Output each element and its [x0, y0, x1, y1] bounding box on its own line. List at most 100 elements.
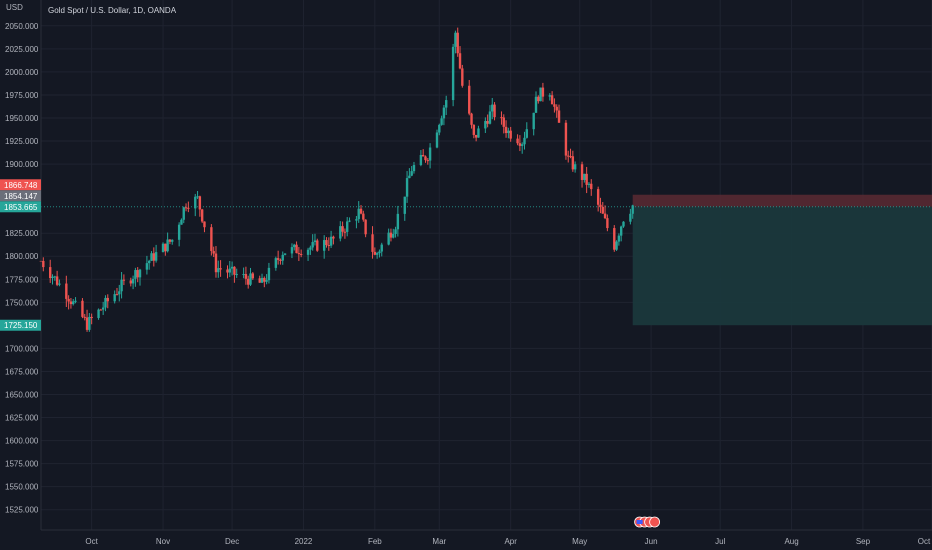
- candle-body: [461, 68, 464, 86]
- stop-loss-zone[interactable]: [632, 194, 932, 207]
- time-tick-label: 2022: [295, 537, 313, 546]
- candle-body: [67, 298, 70, 302]
- candle-body: [180, 219, 183, 225]
- candle-body: [219, 268, 222, 270]
- candle-body: [380, 244, 383, 252]
- candle-body: [359, 208, 363, 214]
- candle-body: [297, 253, 301, 255]
- candle-body: [154, 252, 158, 261]
- candle-body: [564, 122, 568, 156]
- candle-body: [507, 130, 510, 134]
- time-tick-label: Oct: [85, 537, 98, 546]
- price-tick-label: 1525.000: [5, 506, 39, 515]
- candle-body: [601, 206, 604, 214]
- candle-body: [520, 144, 524, 146]
- candle-body: [230, 266, 234, 269]
- position-zones[interactable]: [41, 194, 932, 326]
- candle-body: [392, 233, 395, 238]
- price-badge-label: 1854.147: [4, 192, 38, 201]
- price-tick-label: 1750.000: [5, 298, 39, 307]
- candle-body: [90, 316, 93, 318]
- candle-body: [329, 236, 333, 246]
- candle-body: [472, 124, 476, 135]
- candle-body: [104, 297, 107, 308]
- candle-body: [327, 244, 330, 246]
- candle-body: [166, 239, 169, 252]
- candle-body: [525, 129, 528, 138]
- time-tick-label: Mar: [432, 537, 446, 546]
- candle-body: [325, 240, 328, 245]
- candle-body: [55, 276, 59, 285]
- time-axis[interactable]: Oct Nov Dec 2022 Feb Mar Apr May Jun Jul Aug Sep Oct: [41, 529, 932, 546]
- candle-body: [283, 253, 287, 255]
- candle-body: [615, 241, 618, 250]
- candle-body: [541, 87, 545, 97]
- candle-body: [599, 204, 602, 207]
- price-tick-label: 1625.000: [5, 414, 39, 423]
- candle-body: [306, 249, 310, 255]
- candle-body: [539, 87, 542, 102]
- candle-body: [405, 178, 409, 197]
- price-tick-label: 1950.000: [5, 114, 39, 123]
- candle-body: [557, 110, 561, 123]
- candle-body: [122, 279, 126, 281]
- candle-body: [348, 220, 351, 222]
- candle-body: [619, 226, 623, 236]
- time-tick-label: Feb: [368, 537, 382, 546]
- candle-body: [421, 154, 425, 157]
- flag-icon: [636, 520, 643, 524]
- candle-body: [583, 173, 586, 180]
- candle-body: [458, 53, 462, 69]
- candle-body: [258, 278, 261, 283]
- candle-body: [585, 173, 588, 185]
- event-marker-icon[interactable]: [649, 516, 661, 528]
- candle-body: [428, 147, 432, 161]
- candle-body: [573, 164, 577, 170]
- time-tick-label: Dec: [225, 537, 239, 546]
- candle-body: [373, 251, 377, 255]
- candle-body: [362, 213, 365, 220]
- candle-body: [456, 32, 459, 54]
- candle-body: [210, 227, 213, 252]
- candle-body: [244, 274, 248, 279]
- candle-body: [187, 207, 190, 209]
- candle-body: [435, 132, 439, 148]
- candle-body: [532, 112, 535, 130]
- candle-body: [177, 224, 181, 240]
- candle-body: [509, 130, 512, 139]
- candle-body: [129, 280, 132, 284]
- currency-label: USD: [6, 3, 23, 12]
- time-tick-label: Jun: [645, 537, 658, 546]
- candle-body: [265, 280, 268, 282]
- candle-body: [249, 273, 252, 285]
- candle-body: [442, 107, 446, 119]
- candle-body: [518, 143, 522, 146]
- candle-body: [493, 104, 496, 118]
- take-profit-zone[interactable]: [632, 206, 932, 326]
- candle-body: [49, 267, 52, 279]
- candle-body: [148, 260, 151, 264]
- candle-body: [313, 240, 317, 243]
- candle-body: [355, 219, 358, 221]
- candle-body: [65, 283, 68, 299]
- price-tick-label: 2025.000: [5, 45, 39, 54]
- price-badge: [0, 190, 41, 202]
- chart-grid: [41, 0, 932, 530]
- candle-body: [339, 226, 342, 239]
- candle-body: [293, 244, 296, 248]
- candle-body: [550, 95, 554, 105]
- candle-body: [267, 267, 271, 281]
- price-tick-label: 1575.000: [5, 460, 39, 469]
- candle-body: [134, 270, 137, 279]
- candle-body: [276, 258, 280, 260]
- price-badge-label: 1866.748: [4, 181, 38, 190]
- candlestick-series: [39, 27, 634, 332]
- candle-body: [571, 156, 575, 170]
- candle-body: [152, 253, 156, 261]
- price-axis[interactable]: 2050.000 2025.000 2000.000 1975.000 1950.000…: [5, 0, 42, 530]
- candle-body: [161, 243, 165, 253]
- candle-body: [440, 118, 443, 125]
- event-markers[interactable]: [634, 516, 661, 528]
